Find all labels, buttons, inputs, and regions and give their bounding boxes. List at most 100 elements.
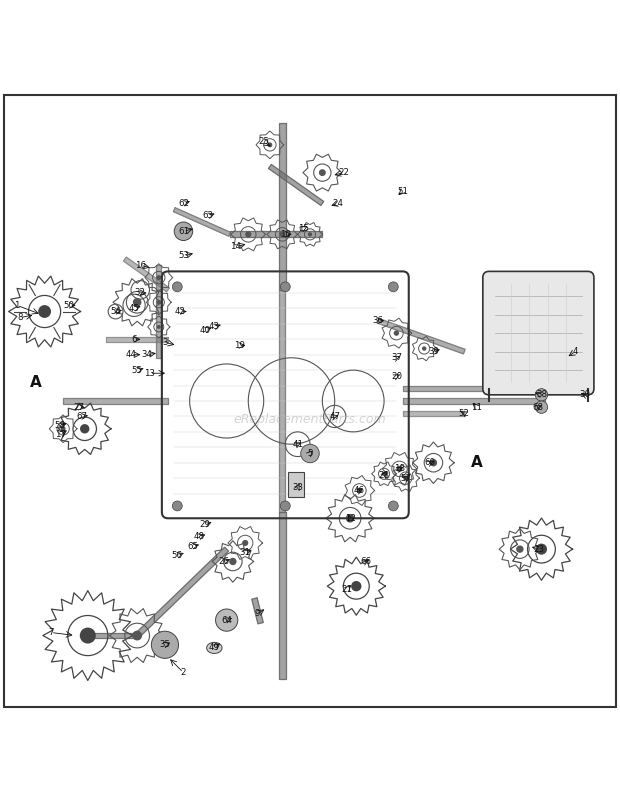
Text: 66: 66 — [360, 557, 371, 566]
Text: 54: 54 — [110, 307, 121, 316]
Polygon shape — [377, 318, 465, 354]
Text: 23: 23 — [533, 545, 544, 553]
Polygon shape — [279, 290, 285, 512]
Circle shape — [356, 488, 362, 493]
Text: 30: 30 — [579, 391, 590, 399]
Text: 13: 13 — [144, 369, 155, 378]
Circle shape — [388, 282, 398, 292]
Text: 46: 46 — [354, 486, 365, 495]
Circle shape — [382, 472, 386, 476]
Text: 68: 68 — [533, 403, 544, 411]
Circle shape — [151, 631, 179, 658]
Text: 17: 17 — [55, 431, 66, 439]
Text: 2: 2 — [180, 668, 186, 677]
Circle shape — [394, 330, 399, 336]
Circle shape — [301, 444, 319, 463]
Text: 8: 8 — [17, 313, 23, 322]
Text: 28: 28 — [379, 471, 389, 480]
Text: 44: 44 — [125, 350, 136, 359]
Text: 42: 42 — [175, 307, 186, 316]
Text: A: A — [30, 375, 41, 390]
Text: 52: 52 — [459, 409, 470, 418]
Circle shape — [346, 514, 355, 523]
Text: 33: 33 — [292, 483, 303, 492]
Text: 60: 60 — [425, 458, 436, 468]
Text: 48: 48 — [193, 533, 205, 541]
Circle shape — [242, 540, 248, 546]
FancyBboxPatch shape — [483, 271, 594, 395]
Polygon shape — [123, 257, 169, 292]
Circle shape — [280, 282, 290, 292]
Ellipse shape — [206, 642, 222, 654]
Circle shape — [535, 389, 547, 401]
Text: 65: 65 — [187, 541, 198, 550]
Text: 32: 32 — [135, 289, 146, 298]
Circle shape — [516, 545, 523, 553]
Text: 47: 47 — [329, 412, 340, 421]
Text: 19: 19 — [234, 341, 244, 350]
Polygon shape — [402, 399, 544, 403]
Text: 31: 31 — [240, 548, 250, 557]
Text: 14: 14 — [231, 242, 241, 251]
Circle shape — [172, 282, 182, 292]
Text: 25: 25 — [258, 137, 269, 146]
Circle shape — [351, 581, 361, 591]
Text: 61: 61 — [178, 227, 189, 236]
Polygon shape — [230, 231, 322, 237]
Text: 20: 20 — [391, 372, 402, 381]
Text: 12: 12 — [345, 514, 356, 523]
Text: eReplacementParts.com: eReplacementParts.com — [234, 413, 386, 426]
Circle shape — [536, 544, 547, 555]
Circle shape — [280, 501, 290, 511]
Text: 34: 34 — [141, 350, 152, 359]
Circle shape — [267, 143, 272, 148]
Polygon shape — [88, 633, 137, 638]
Polygon shape — [106, 337, 168, 342]
Text: 45: 45 — [128, 304, 140, 313]
Text: 7: 7 — [48, 628, 53, 637]
Text: 38: 38 — [536, 391, 547, 399]
Text: 64: 64 — [221, 616, 232, 625]
Text: 51: 51 — [397, 187, 408, 196]
Text: 53: 53 — [178, 252, 189, 261]
Polygon shape — [63, 399, 168, 403]
Polygon shape — [278, 124, 286, 290]
Text: 67: 67 — [76, 412, 87, 421]
Circle shape — [174, 222, 193, 241]
Text: 26: 26 — [218, 557, 229, 566]
Text: 1: 1 — [14, 301, 20, 310]
Circle shape — [133, 298, 141, 306]
Text: 55: 55 — [131, 366, 143, 375]
Text: A: A — [471, 456, 482, 470]
Circle shape — [535, 401, 547, 413]
Text: 49: 49 — [209, 643, 219, 652]
Polygon shape — [252, 597, 264, 624]
Circle shape — [80, 627, 96, 643]
Text: 5: 5 — [308, 449, 312, 458]
Circle shape — [172, 501, 182, 511]
Polygon shape — [402, 411, 464, 415]
Text: 29: 29 — [200, 520, 211, 529]
Text: 56: 56 — [172, 551, 183, 560]
Circle shape — [216, 609, 238, 631]
Circle shape — [430, 459, 437, 467]
Text: 50: 50 — [64, 301, 75, 310]
Text: 57: 57 — [400, 474, 411, 483]
Text: 6: 6 — [131, 334, 137, 344]
Text: 10: 10 — [280, 230, 291, 239]
Circle shape — [422, 346, 427, 350]
Polygon shape — [268, 164, 324, 205]
Text: 16: 16 — [135, 261, 146, 269]
Bar — [288, 472, 304, 496]
Text: 22: 22 — [339, 168, 350, 177]
Circle shape — [308, 232, 312, 237]
Text: 62: 62 — [178, 199, 189, 208]
Circle shape — [61, 427, 66, 431]
Text: 4: 4 — [573, 347, 578, 356]
Text: 40: 40 — [200, 326, 211, 334]
Text: 58: 58 — [55, 421, 66, 430]
Circle shape — [280, 232, 285, 237]
Text: 27: 27 — [73, 403, 84, 411]
Circle shape — [157, 300, 161, 305]
Polygon shape — [402, 387, 508, 391]
